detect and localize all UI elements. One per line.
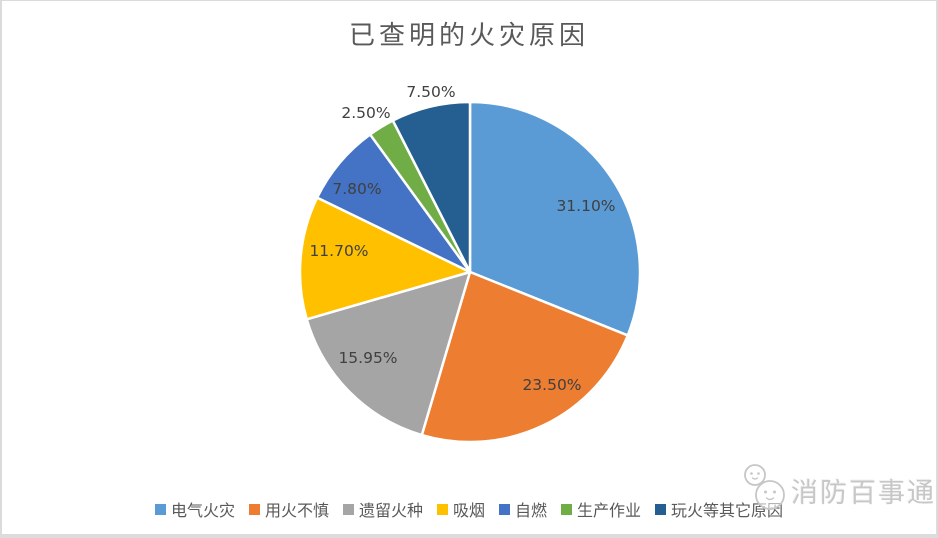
legend: 电气火灾 用火不慎 遗留火种 吸烟 自燃 生产作业 玩火等其它原因: [2, 497, 936, 521]
legend-swatch: [248, 503, 260, 515]
slice-label: 15.95%: [338, 349, 397, 367]
legend-label: 玩火等其它原因: [671, 501, 784, 520]
slice-label: 7.50%: [406, 83, 455, 101]
legend-label: 遗留火种: [358, 501, 423, 520]
slice-label: 7.80%: [332, 180, 381, 198]
legend-item-5: 生产作业: [561, 497, 641, 521]
legend-item-6: 玩火等其它原因: [655, 497, 783, 521]
legend-swatch: [154, 503, 166, 515]
legend-swatch: [655, 503, 667, 515]
legend-label: 自燃: [515, 501, 548, 520]
slice-label: 11.70%: [309, 242, 368, 260]
legend-label: 电气火灾: [170, 501, 235, 520]
pie-slice-1: [420, 270, 629, 444]
legend-swatch: [499, 503, 510, 515]
legend-swatch: [342, 503, 354, 515]
legend-swatch: [436, 503, 448, 515]
slice-label: 2.50%: [341, 104, 390, 122]
legend-item-3: 吸烟: [436, 497, 485, 521]
legend-label: 生产作业: [577, 501, 642, 520]
legend-item-1: 用火不慎: [248, 497, 329, 521]
chart-title: 已查明的火灾原因: [348, 21, 589, 51]
pie-slice-3: [298, 196, 472, 321]
pie-slice-0: [468, 100, 642, 337]
slice-label: 23.50%: [522, 376, 581, 394]
legend-swatch: [561, 503, 573, 515]
legend-item-0: 电气火灾: [154, 497, 235, 521]
pie-slice-6: [391, 100, 472, 274]
legend-item-4: 自燃: [499, 497, 547, 521]
pie-slice-2: [305, 270, 472, 437]
legend-label: 用火不慎: [264, 501, 329, 520]
slice-label: 31.10%: [556, 197, 615, 215]
legend-label: 吸烟: [452, 501, 485, 520]
legend-item-2: 遗留火种: [342, 497, 423, 521]
